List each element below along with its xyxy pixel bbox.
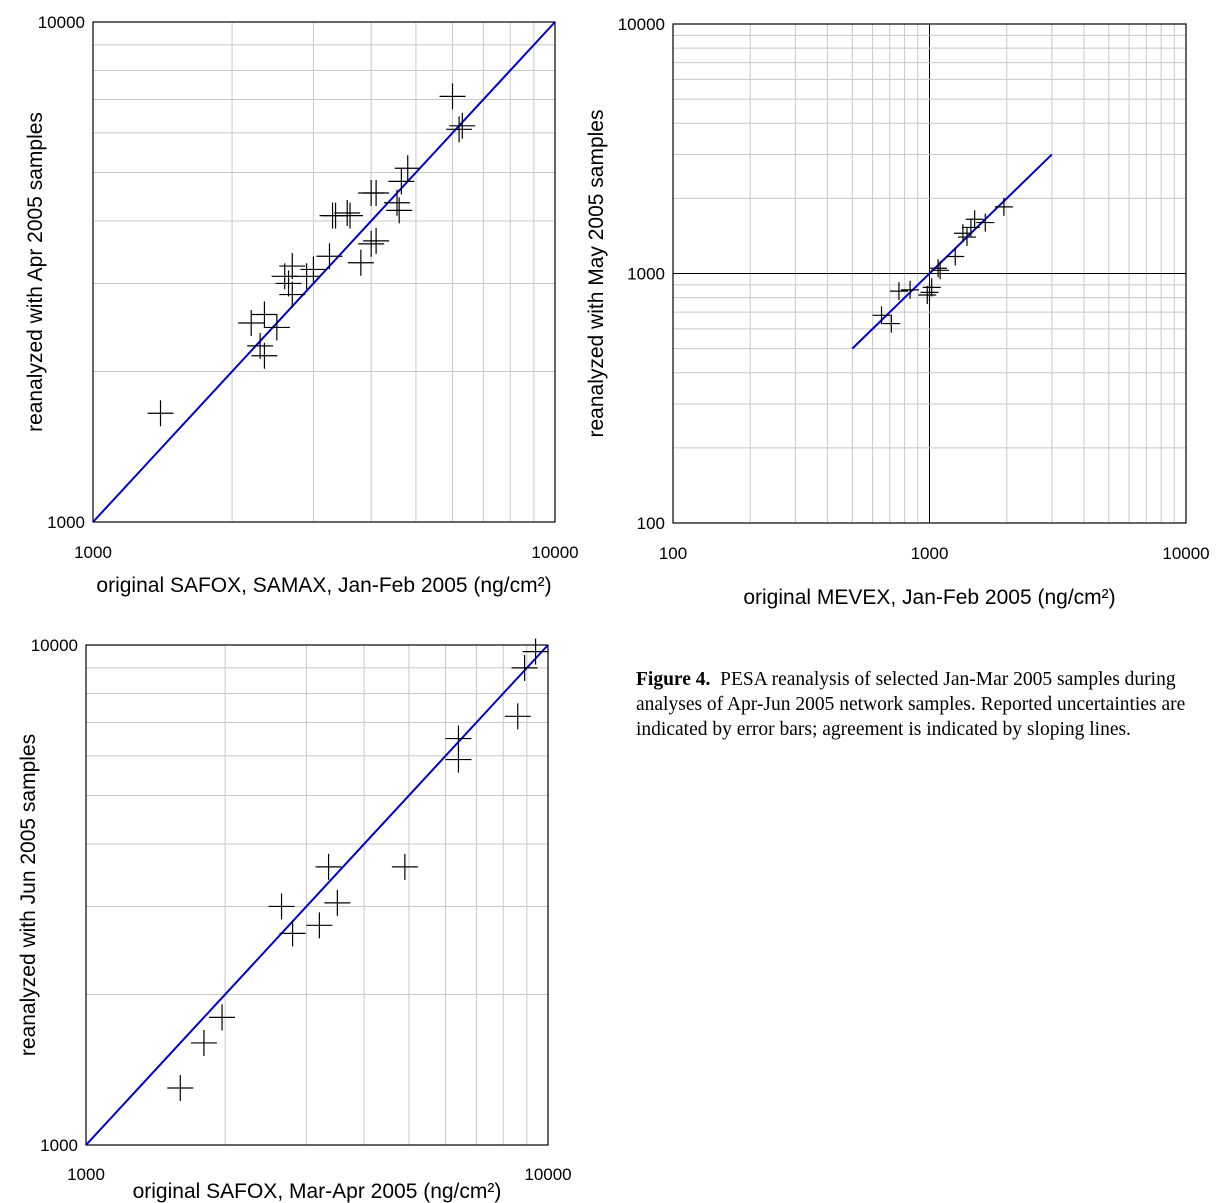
data-point <box>251 342 278 369</box>
data-point <box>358 230 385 257</box>
data-point <box>961 218 980 237</box>
data-point <box>872 306 891 325</box>
data-point <box>918 286 937 305</box>
y-axis-label: reanalyzed with May 2005 samples <box>585 109 608 437</box>
x-axis-label: original SAFOX, SAMAX, Jan-Feb 2005 (ng/… <box>96 574 551 597</box>
data-point <box>965 210 984 229</box>
x-tick-label: 10000 <box>1162 544 1209 563</box>
data-point <box>920 283 939 302</box>
data-points <box>872 197 1013 333</box>
gridlines <box>86 645 548 1145</box>
data-point <box>388 168 415 195</box>
data-point <box>263 314 290 341</box>
data-point <box>316 243 343 270</box>
chart-may-2005: 100 1000 10000 100 1000 10000 original MEVEX, … <box>585 15 1210 609</box>
data-point <box>504 703 531 730</box>
data-point <box>445 725 472 752</box>
data-point <box>279 253 306 280</box>
data-point <box>901 280 920 299</box>
x-tick-label: 10000 <box>524 1165 571 1184</box>
data-point <box>347 249 374 276</box>
agreement-line <box>92 21 556 523</box>
data-points <box>167 638 549 1102</box>
data-point <box>315 853 342 880</box>
x-tick-label: 1000 <box>74 543 112 562</box>
y-tick-label: 1000 <box>47 513 85 532</box>
data-point <box>511 654 538 681</box>
y-tick-label: 1000 <box>40 1136 78 1155</box>
chart-jun-2005: 1000 10000 1000 10000 original SAFOX, Mar-Ap… <box>17 636 572 1203</box>
data-point <box>931 261 950 280</box>
y-tick-label: 10000 <box>38 13 85 32</box>
y-tick-label: 1000 <box>627 265 665 284</box>
data-point <box>334 199 361 226</box>
data-point <box>889 282 908 301</box>
figure-caption: Figure 4. PESA reanalysis of selected Ja… <box>636 667 1217 742</box>
x-axis-label: original MEVEX, Jan-Feb 2005 (ng/cm²) <box>743 586 1115 609</box>
x-tick-label: 10000 <box>531 543 578 562</box>
data-point <box>293 263 320 290</box>
data-point <box>324 889 351 916</box>
y-tick-label: 100 <box>637 514 665 533</box>
data-point <box>306 912 333 939</box>
data-point <box>394 155 421 182</box>
data-point <box>439 83 466 110</box>
data-point <box>946 247 965 266</box>
agreement-line <box>85 644 549 1146</box>
x-tick-label: 1000 <box>67 1165 105 1184</box>
y-tick-label: 10000 <box>31 636 78 655</box>
data-point <box>976 213 995 232</box>
data-point <box>147 400 174 427</box>
x-axis-label: original SAFOX, Mar-Apr 2005 (ng/cm²) <box>133 1180 502 1203</box>
data-point <box>929 259 948 278</box>
data-point <box>337 202 364 229</box>
data-point <box>167 1075 194 1102</box>
y-tick-label: 10000 <box>618 15 665 34</box>
data-point <box>268 893 295 920</box>
data-point <box>522 638 549 665</box>
gridlines <box>673 24 1186 523</box>
data-point <box>247 332 274 359</box>
data-point <box>384 189 411 216</box>
y-axis-label: reanalyzed with Jun 2005 samples <box>17 734 40 1056</box>
y-axis-label: reanalyzed with Apr 2005 samples <box>24 112 47 432</box>
plot-area-frame <box>85 644 549 1146</box>
caption-text: PESA reanalysis of selected Jan-Mar 2005… <box>636 669 1186 740</box>
chart-apr-2005: 1000 10000 1000 10000 original SAFOX, SAMAX,… <box>24 13 579 597</box>
x-tick-label: 1000 <box>911 544 949 563</box>
data-point <box>386 197 413 224</box>
x-tick-label: 100 <box>659 544 687 563</box>
data-point <box>363 179 390 206</box>
data-point <box>271 263 298 290</box>
data-point <box>300 256 327 283</box>
data-point <box>279 281 306 308</box>
data-point <box>922 278 941 297</box>
data-point <box>957 228 976 247</box>
data-point <box>363 227 390 254</box>
data-point <box>209 1004 236 1031</box>
data-point <box>190 1029 217 1056</box>
gridlines <box>93 22 555 522</box>
data-point <box>446 116 473 143</box>
data-point <box>391 853 418 880</box>
data-point <box>994 197 1013 216</box>
data-point <box>882 314 901 333</box>
plot-area-frame <box>92 21 556 523</box>
data-point <box>251 301 278 328</box>
caption-label: Figure 4. <box>636 669 711 690</box>
data-point <box>275 270 302 297</box>
data-point <box>238 310 265 337</box>
data-point <box>279 920 306 947</box>
data-points <box>147 83 476 427</box>
agreement-line <box>851 153 1053 350</box>
plot-area-frame <box>672 23 1187 524</box>
data-point <box>449 112 476 139</box>
